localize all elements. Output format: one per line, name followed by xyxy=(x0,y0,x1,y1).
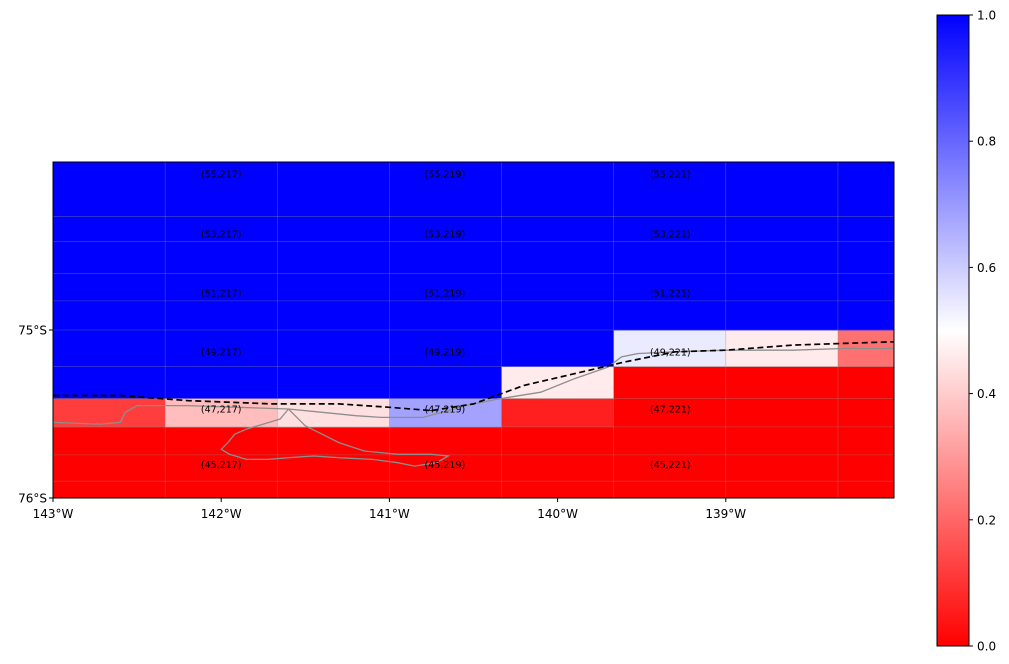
heatmap-cells xyxy=(53,162,894,498)
heatmap-cell xyxy=(165,426,278,498)
cell-label: (51,217) xyxy=(201,289,242,300)
cell-label: (47,219) xyxy=(425,404,466,415)
dashed-line-path xyxy=(53,340,894,412)
y-axis-ticks: 75°S 76°S xyxy=(18,324,53,506)
colorbar-ticks: 0.0 0.2 0.4 0.6 0.8 1.0 xyxy=(969,9,996,654)
heatmap-cell xyxy=(389,398,502,428)
heatmap-cell xyxy=(389,426,502,498)
colorbar-tick-label: 0.0 xyxy=(977,640,996,654)
cell-label: (49,217) xyxy=(201,347,242,358)
heatmap-cell xyxy=(501,330,615,367)
heatmap-cell xyxy=(165,398,278,428)
heatmap-cell xyxy=(53,330,166,367)
heatmap-cell xyxy=(725,426,839,498)
heatmap-cell xyxy=(389,366,502,399)
colorbar-tick-label: 0.6 xyxy=(977,261,996,275)
x-tick-label: 141°W xyxy=(369,507,410,521)
heatmap-cell xyxy=(613,426,727,498)
heatmap-cell xyxy=(501,426,615,498)
colorbar-tick-label: 0.8 xyxy=(977,135,996,149)
heatmap-cell xyxy=(165,330,278,367)
x-tick-label: 142°W xyxy=(201,507,242,521)
heatmap-cell xyxy=(837,426,894,498)
cell-label: (53,217) xyxy=(201,230,242,241)
cell-label: (51,219) xyxy=(425,289,466,300)
colorbar-gradient xyxy=(936,14,970,647)
cell-label: (53,219) xyxy=(425,230,466,241)
heatmap-cell xyxy=(837,366,894,399)
heatmap-cell xyxy=(613,330,727,367)
cell-label: (45,217) xyxy=(201,460,242,471)
heatmap-cell xyxy=(277,330,390,367)
colorbar-tick-label: 0.4 xyxy=(977,387,996,401)
cell-label: (49,219) xyxy=(425,347,466,358)
dashed-boundary xyxy=(53,340,894,412)
cell-label: (45,221) xyxy=(650,460,691,471)
x-tick-label: 139°W xyxy=(705,507,746,521)
heatmap-cell xyxy=(165,366,278,399)
heatmap-cell xyxy=(725,330,839,367)
x-axis-ticks: 143°W 142°W 141°W 140°W 139°W xyxy=(33,498,746,521)
heatmap-cell xyxy=(277,426,390,498)
x-tick-label: 140°W xyxy=(537,507,578,521)
y-tick-label: 75°S xyxy=(18,324,47,338)
colorbar-tick-label: 1.0 xyxy=(977,9,996,23)
cell-label: (51,221) xyxy=(650,289,691,300)
cell-label: (55,221) xyxy=(650,169,691,180)
cell-label: (49,221) xyxy=(650,347,691,358)
heatmap-cell xyxy=(501,398,615,428)
heatmap-cell xyxy=(613,398,727,428)
heatmap-cell xyxy=(53,366,166,399)
x-tick-label: 143°W xyxy=(33,507,74,521)
heatmap-cell xyxy=(837,398,894,428)
heatmap-cell xyxy=(53,162,894,331)
cell-label: (47,221) xyxy=(650,404,691,415)
colorbar-tick-label: 0.2 xyxy=(977,513,996,527)
cell-label: (47,217) xyxy=(201,404,242,415)
coastline-peninsula-path xyxy=(220,408,451,467)
cell-labels: (55,217) (55,219) (55,221) (53,217) (53,219)… xyxy=(201,169,691,471)
colorbar: 0.0 0.2 0.4 0.6 0.8 1.0 xyxy=(936,9,996,654)
y-tick-label: 76°S xyxy=(18,492,47,506)
heatmap-cell xyxy=(389,330,502,367)
cell-label: (55,217) xyxy=(201,169,242,180)
heatmap-cell xyxy=(613,366,727,399)
heatmap-cell xyxy=(725,398,839,428)
heatmap-cell xyxy=(725,366,839,399)
cell-label: (55,219) xyxy=(425,169,466,180)
gridlines xyxy=(53,162,894,498)
heatmap-cell xyxy=(277,366,390,399)
heatmap-cell xyxy=(53,426,166,498)
cell-label: (53,221) xyxy=(650,230,691,241)
cell-label: (45,219) xyxy=(425,460,466,471)
